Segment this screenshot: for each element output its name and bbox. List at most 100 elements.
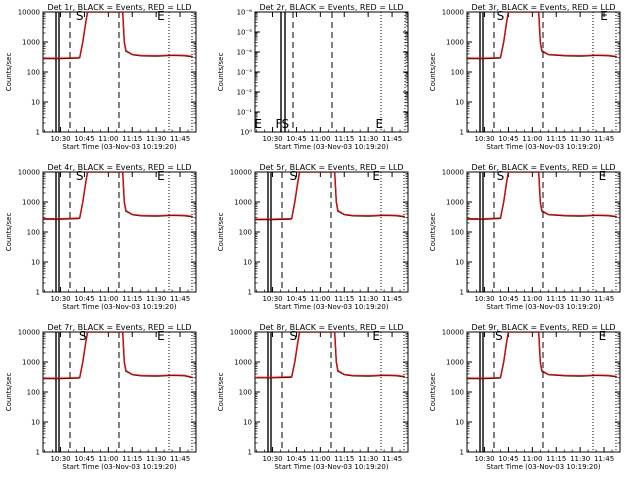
panel-det-9: Det 9r, BLACK = Events, RED = LLD Counts/…	[429, 323, 621, 471]
y-tick-label: 1000	[234, 359, 252, 367]
x-tick-label: 10:30	[50, 295, 70, 303]
panel-det-1: Det 1r, BLACK = Events, RED = LLD Counts/…	[5, 3, 197, 151]
x-tick-label: 11:45	[170, 135, 190, 143]
interval-marker-e: E	[157, 169, 165, 183]
y-axis-label: Counts/sec	[217, 213, 225, 252]
y-tick-label: 10⁻⁶	[237, 9, 253, 17]
y-tick-label: 1000	[22, 199, 40, 207]
y-tick-label: 10000	[18, 169, 40, 177]
series-line-events	[467, 12, 617, 60]
x-tick-label: 11:30	[570, 455, 590, 463]
interval-marker-e: E	[157, 329, 165, 343]
series-line-events	[43, 332, 193, 380]
y-tick-label: 100	[27, 389, 40, 397]
x-tick-label: 11:30	[358, 455, 378, 463]
panel-title: Det 4r, BLACK = Events, RED = LLD	[47, 163, 191, 172]
series-line-events	[255, 332, 405, 379]
x-tick-label: 11:00	[98, 295, 118, 303]
x-tick-label: 10:30	[474, 135, 494, 143]
panel-title: Det 6r, BLACK = Events, RED = LLD	[471, 163, 615, 172]
panel-title: Det 1r, BLACK = Events, RED = LLD	[47, 3, 191, 12]
x-tick-label: 11:15	[334, 455, 354, 463]
x-axis-label: Start Time (03-Nov-03 10:19:20)	[62, 303, 176, 311]
x-tick-label: 11:30	[146, 295, 166, 303]
x-tick-label: 11:15	[546, 135, 566, 143]
y-tick-label: 100	[451, 229, 464, 237]
x-tick-label: 11:45	[594, 135, 614, 143]
x-tick-label: 11:15	[122, 295, 142, 303]
y-tick-label: 10000	[230, 329, 252, 337]
x-tick-label: 10:30	[50, 455, 70, 463]
series-line-lld	[467, 12, 617, 59]
x-axis-label: Start Time (03-Nov-03 10:19:20)	[274, 463, 388, 471]
y-tick-label: 1	[460, 289, 464, 297]
x-tick-label: 11:45	[382, 135, 402, 143]
y-tick-label: 1000	[22, 39, 40, 47]
y-axis-label: Counts/sec	[429, 213, 437, 252]
y-tick-label: 1	[248, 449, 252, 457]
series-line-events	[43, 172, 193, 220]
y-tick-label: 1000	[446, 359, 464, 367]
panel-title: Det 5r, BLACK = Events, RED = LLD	[259, 163, 403, 172]
x-tick-label: 10:30	[262, 455, 282, 463]
x-axis-label: Start Time (03-Nov-03 10:19:20)	[62, 143, 176, 151]
x-tick-label: 10:45	[286, 295, 306, 303]
series-line-events	[467, 332, 617, 380]
panel-det-3: Det 3r, BLACK = Events, RED = LLD Counts/…	[429, 3, 621, 151]
x-tick-label: 11:00	[310, 455, 330, 463]
y-tick-label: 10⁻²	[237, 89, 253, 97]
series-line-events	[255, 172, 405, 221]
series-line-lld	[467, 172, 617, 220]
x-tick-label: 11:00	[98, 135, 118, 143]
x-axis-label: Start Time (03-Nov-03 10:19:20)	[486, 463, 600, 471]
y-tick-label: 10⁰	[240, 129, 252, 137]
interval-marker-s: S	[289, 169, 297, 183]
y-tick-label: 10000	[442, 169, 464, 177]
x-tick-label: 10:30	[474, 455, 494, 463]
y-axis-label: Counts/sec	[5, 213, 13, 252]
y-tick-label: 10	[31, 419, 40, 427]
x-tick-label: 10:45	[74, 135, 94, 143]
panel-title: Det 9r, BLACK = Events, RED = LLD	[471, 323, 615, 332]
series-line-lld	[43, 172, 193, 220]
x-tick-label: 11:15	[122, 455, 142, 463]
x-tick-label: 11:15	[546, 295, 566, 303]
series-line-events	[43, 12, 193, 60]
x-tick-label: 11:00	[98, 455, 118, 463]
series-line-lld	[255, 172, 405, 220]
y-tick-label: 1	[36, 129, 40, 137]
y-tick-label: 1000	[446, 39, 464, 47]
y-tick-label: 100	[451, 389, 464, 397]
y-tick-label: 10000	[18, 329, 40, 337]
x-axis-label: Start Time (03-Nov-03 10:19:20)	[62, 463, 176, 471]
interval-marker-f: F	[275, 117, 282, 131]
y-tick-label: 100	[27, 69, 40, 77]
x-tick-label: 11:45	[594, 455, 614, 463]
panel-det-2: Det 2r, BLACK = Events, RED = LLD Counts/…	[217, 3, 409, 151]
interval-marker-s: S	[289, 329, 297, 343]
y-tick-label: 1	[460, 129, 464, 137]
y-tick-label: 10000	[442, 9, 464, 17]
y-axis-label: Counts/sec	[429, 53, 437, 92]
x-tick-label: 11:00	[522, 295, 542, 303]
y-tick-label: 10	[31, 99, 40, 107]
x-tick-label: 11:30	[358, 295, 378, 303]
y-tick-label: 10⁻⁵	[237, 29, 253, 37]
x-tick-label: 11:00	[522, 455, 542, 463]
y-tick-label: 1	[36, 289, 40, 297]
x-tick-label: 10:30	[474, 295, 494, 303]
interval-marker-e: E	[372, 329, 380, 343]
y-axis-label: Counts/sec	[5, 373, 13, 412]
x-tick-label: 10:45	[74, 455, 94, 463]
interval-marker-s: S	[495, 329, 503, 343]
panel-det-4: Det 4r, BLACK = Events, RED = LLD Counts/…	[5, 163, 197, 311]
y-tick-label: 10	[31, 259, 40, 267]
y-tick-label: 10000	[18, 9, 40, 17]
panel-title: Det 3r, BLACK = Events, RED = LLD	[471, 3, 615, 12]
y-tick-label: 10000	[442, 329, 464, 337]
x-tick-label: 11:00	[310, 295, 330, 303]
y-tick-label: 1000	[446, 199, 464, 207]
interval-marker-s: S	[281, 117, 289, 131]
x-tick-label: 10:45	[498, 295, 518, 303]
